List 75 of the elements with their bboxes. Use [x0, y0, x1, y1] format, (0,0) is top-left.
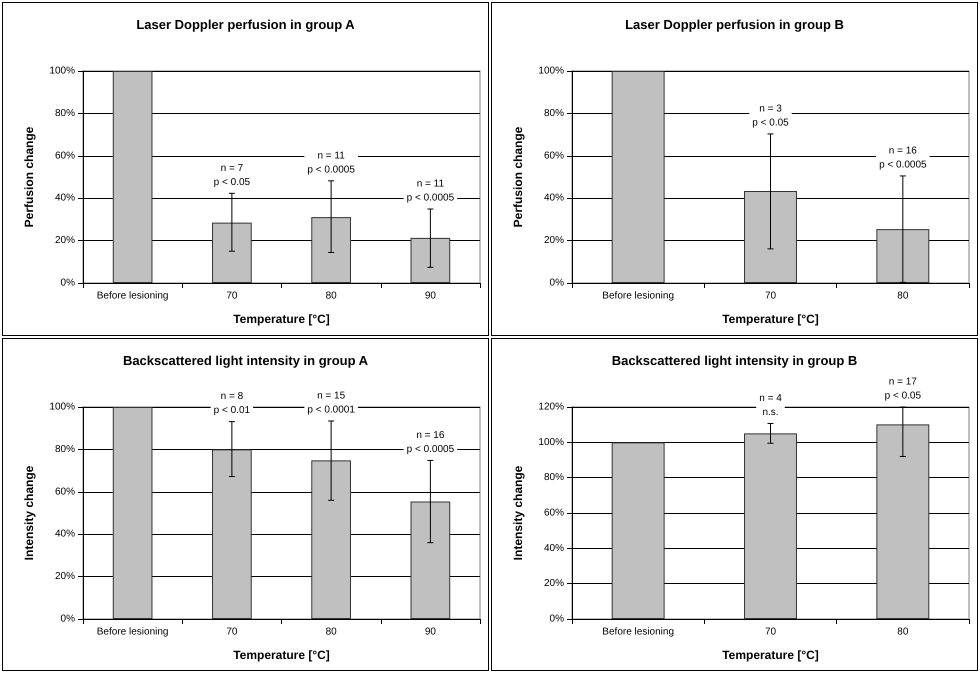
y-tick-label: 0%: [550, 278, 564, 288]
x-tick-label: 90: [424, 626, 436, 637]
x-axis-title: Temperature [°C]: [722, 312, 819, 326]
y-tick-label: 40%: [54, 528, 76, 540]
y-tick-label: 40%: [544, 542, 564, 554]
bar: [410, 238, 450, 283]
y-tick-label: 0%: [60, 613, 76, 624]
bar: [876, 424, 930, 618]
y-tick-label: 0%: [550, 613, 564, 624]
y-tick-label: 20%: [54, 235, 76, 246]
annotation: n = 4 n.s.: [759, 392, 782, 418]
x-tick-label: Before lesioning: [96, 290, 168, 302]
x-tick-label: Before lesioning: [96, 626, 168, 637]
bar: [112, 71, 152, 283]
y-tick-label: 20%: [54, 570, 76, 582]
y-axis-title: Perfusion change: [22, 126, 36, 228]
x-tick-label: 70: [226, 626, 238, 637]
y-tick-label: 60%: [54, 486, 76, 497]
bar: [212, 222, 252, 283]
bar: [744, 190, 797, 283]
bar: [311, 217, 351, 283]
y-tick-label: 60%: [54, 150, 76, 162]
y-tick-label: 20%: [544, 578, 564, 589]
y-tick-label: 100%: [538, 66, 564, 76]
chart-title: Backscattered light intensity in group A: [122, 352, 369, 368]
y-tick-label: 80%: [54, 443, 76, 454]
y-tick-label: 100%: [538, 436, 564, 448]
x-tick-label: 70: [764, 290, 776, 302]
annotation: n = 7 p < 0.05: [214, 162, 251, 188]
x-tick-label: 80: [326, 290, 338, 302]
bar: [410, 501, 450, 618]
x-tick-label: 80: [326, 626, 338, 637]
x-tick-label: 70: [764, 626, 776, 637]
y-tick-label: 100%: [49, 401, 76, 412]
annotation: n = 8 p < 0.01: [214, 390, 251, 416]
y-tick-label: 120%: [538, 401, 564, 412]
annotation: n = 15 p < 0.0001: [307, 390, 356, 415]
y-tick-label: 60%: [544, 150, 564, 162]
y-axis-title: Perfusion change: [511, 126, 525, 228]
bar: [612, 442, 665, 618]
x-axis-title: Temperature [°C]: [233, 648, 330, 662]
annotation: n = 11 p < 0.0005: [307, 150, 356, 176]
y-tick-label: 80%: [54, 108, 76, 119]
chart-title: Laser Doppler perfusion in group B: [625, 17, 844, 32]
bar: [112, 406, 152, 618]
bar: [876, 229, 930, 283]
y-tick-label: 0%: [60, 278, 76, 288]
y-axis-title: Intensity change: [22, 464, 36, 560]
x-tick-label: 90: [424, 290, 436, 302]
y-tick-label: 40%: [544, 192, 564, 204]
y-tick-label: 80%: [544, 108, 564, 119]
y-tick-label: 40%: [54, 192, 76, 204]
annotation: n = 3 p < 0.05: [752, 103, 790, 128]
annotation: n = 11 p < 0.0005: [406, 178, 455, 204]
chart-title: Laser Doppler perfusion in group A: [136, 17, 356, 32]
x-tick-label: 70: [226, 290, 238, 302]
x-tick-label: Before lesioning: [602, 290, 674, 302]
y-tick-label: 100%: [49, 66, 76, 76]
x-tick-label: 80: [897, 626, 909, 637]
chart-title: Backscattered light intensity in group B: [612, 352, 858, 368]
x-tick-label: Before lesioning: [602, 626, 674, 637]
annotation: n = 17 p < 0.05: [884, 376, 922, 401]
bar: [744, 432, 797, 618]
y-tick-label: 60%: [544, 507, 564, 518]
x-axis-title: Temperature [°C]: [233, 312, 330, 326]
bar: [612, 71, 665, 283]
x-tick-label: 80: [897, 290, 909, 302]
bar: [311, 460, 351, 618]
bar: [212, 448, 252, 618]
annotation: n = 16 p < 0.0005: [406, 429, 455, 454]
x-axis-title: Temperature [°C]: [722, 648, 819, 662]
y-tick-label: 20%: [544, 235, 564, 246]
y-tick-label: 80%: [544, 472, 564, 483]
annotation: n = 16 p < 0.0005: [879, 145, 928, 170]
y-axis-title: Intensity change: [511, 464, 525, 560]
